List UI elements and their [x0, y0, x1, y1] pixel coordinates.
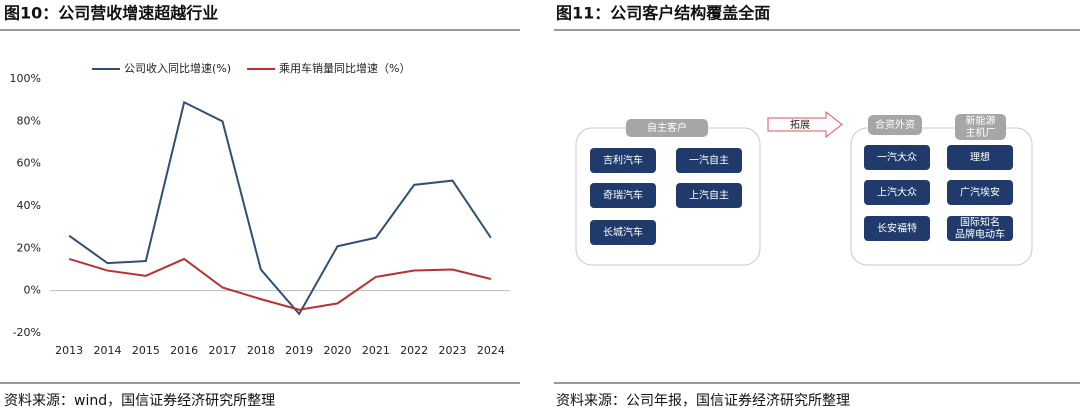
- customer-label: 品牌电动车: [955, 228, 1005, 241]
- y-tick-label: 60%: [17, 157, 41, 170]
- customer-node: [947, 216, 1013, 241]
- x-tick-label: 2017: [209, 344, 237, 357]
- x-tick-label: 2013: [55, 344, 83, 357]
- group-label: 主机厂: [966, 126, 996, 139]
- customer-node: [947, 180, 1013, 205]
- group-label-box: [955, 114, 1006, 140]
- customer-label: 国际知名: [960, 216, 1000, 229]
- x-tick-label: 2022: [400, 344, 428, 357]
- x-tick-label: 2023: [439, 344, 467, 357]
- chart-title: 图10：公司营收增速超越行业: [4, 4, 218, 23]
- customer-label: 理想: [970, 151, 990, 164]
- group-label: 新能源: [966, 114, 996, 127]
- y-tick-label: 0%: [24, 284, 41, 297]
- source-note: 资料来源：公司年报，国信证券经济研究所整理: [556, 393, 850, 409]
- x-tick-label: 2016: [170, 344, 198, 357]
- x-tick-label: 2021: [362, 344, 390, 357]
- y-tick-label: 20%: [17, 241, 41, 254]
- customer-label: 一汽大众: [877, 151, 917, 164]
- customer-label: 一汽自主: [689, 154, 729, 167]
- y-tick-label: 80%: [17, 114, 41, 127]
- diagram-title: 图11：公司客户结构覆盖全面: [556, 4, 770, 23]
- group-label-box: [626, 119, 708, 137]
- x-tick-label: 2014: [94, 344, 122, 357]
- customer-node: [676, 183, 742, 208]
- customer-node: [864, 216, 930, 241]
- group-label: 合资外资: [875, 118, 915, 131]
- series-line: [68, 257, 492, 311]
- customer-label: 上汽自主: [689, 189, 729, 202]
- customer-label: 广汽埃安: [960, 186, 1000, 199]
- group-label: 自主客户: [647, 121, 687, 134]
- customer-node: [947, 145, 1013, 170]
- y-tick-label: 100%: [10, 72, 41, 85]
- customer-label: 吉利汽车: [603, 154, 643, 167]
- y-tick-label: 40%: [17, 199, 41, 212]
- expand-arrow: [767, 110, 843, 139]
- y-tick-label: -20%: [13, 326, 41, 339]
- customer-node: [864, 180, 930, 205]
- x-tick-label: 2018: [247, 344, 275, 357]
- x-tick-label: 2015: [132, 344, 160, 357]
- customer-label: 长安福特: [877, 222, 917, 235]
- legend-label: 公司收入同比增速(%): [124, 61, 231, 75]
- customer-node: [676, 148, 742, 173]
- customer-node: [864, 145, 930, 170]
- customer-node: [590, 220, 656, 245]
- x-tick-label: 2020: [324, 344, 352, 357]
- customer-label: 上汽大众: [877, 186, 917, 199]
- x-tick-label: 2024: [477, 344, 505, 357]
- customer-label: 奇瑞汽车: [603, 189, 643, 202]
- customer-label: 长城汽车: [603, 226, 643, 239]
- legend-label: 乘用车销量同比增速（%）: [279, 61, 410, 75]
- series-line: [68, 100, 492, 316]
- group-label-box: [868, 115, 922, 135]
- source-note: 资料来源：wind，国信证券经济研究所整理: [4, 393, 275, 409]
- customer-node: [590, 183, 656, 208]
- x-tick-label: 2019: [285, 344, 313, 357]
- arrow-label: 拓展: [790, 119, 810, 131]
- customer-node: [590, 148, 656, 173]
